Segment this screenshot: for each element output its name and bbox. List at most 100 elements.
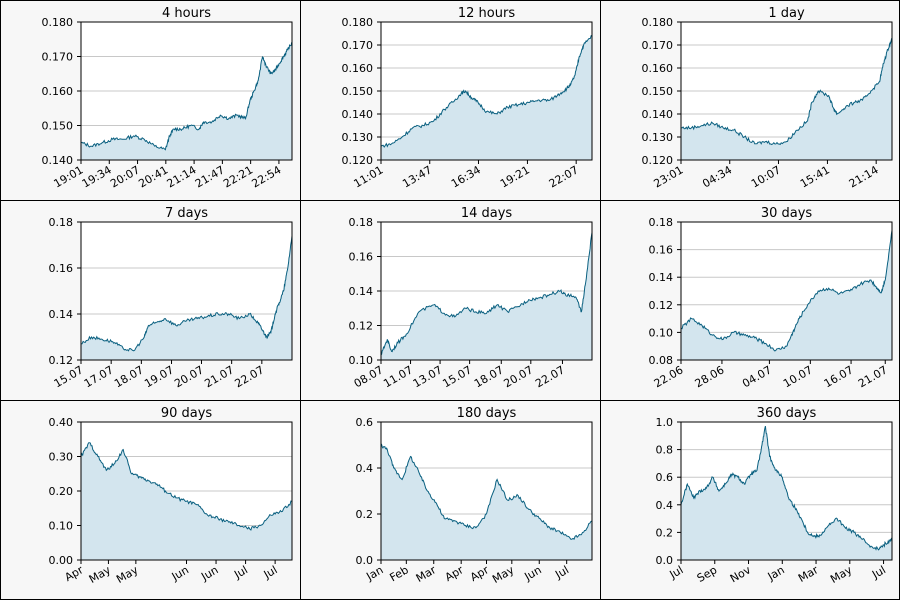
y-tick-label: 0.16 xyxy=(49,262,74,275)
y-tick-label: 0.150 xyxy=(42,120,74,133)
x-tick-label: 28.06 xyxy=(693,363,727,390)
x-tick-label: Nov xyxy=(728,563,754,585)
x-tick-label: 15.07 xyxy=(440,363,474,390)
series-area xyxy=(381,232,592,360)
y-tick-label: 0.170 xyxy=(342,39,374,52)
series-area xyxy=(81,235,292,360)
series-line xyxy=(380,443,593,540)
series-area xyxy=(81,42,292,161)
y-tick-label: 1.0 xyxy=(656,416,674,429)
x-tick-label: Mar xyxy=(414,563,439,585)
x-tick-label: 15:41 xyxy=(798,163,832,190)
y-tick-label: 0.130 xyxy=(642,131,674,144)
y-tick-label: 0.0 xyxy=(356,554,374,567)
chart-title: 1 day xyxy=(768,6,805,21)
y-tick-label: 0.140 xyxy=(342,108,374,121)
y-tick-label: 0.14 xyxy=(649,271,674,284)
x-tick-label: 15.07 xyxy=(52,363,86,390)
x-tick-label: May xyxy=(490,563,517,586)
chart-title: 180 days xyxy=(457,406,517,421)
x-tick-label: 22.07 xyxy=(533,363,567,390)
x-tick-label: 21:47 xyxy=(193,163,227,190)
y-tick-label: 0.00 xyxy=(49,554,74,567)
x-tick-label: 08.07 xyxy=(352,363,386,390)
x-tick-label: 18.07 xyxy=(472,363,506,390)
x-tick-label: Jul xyxy=(261,563,280,581)
series-line xyxy=(680,425,893,551)
y-tick-label: 0.18 xyxy=(649,216,674,229)
plot-frame xyxy=(380,221,593,361)
y-tick-label: 0.2 xyxy=(356,508,374,521)
x-tick-label: Jan xyxy=(765,563,787,583)
plot-frame xyxy=(380,21,593,161)
chart-panel: 90 days 0.00 0.10 0.20 0.30 0.40 Apr May May Jun J… xyxy=(0,400,301,600)
x-tick-label: 16.07 xyxy=(822,363,856,390)
x-tick-label: 21:14 xyxy=(165,163,199,190)
y-tick-label: 0.6 xyxy=(656,471,674,484)
x-tick-label: Jun xyxy=(169,563,191,583)
y-tick-label: 0.16 xyxy=(349,251,374,264)
chart-title: 12 hours xyxy=(458,6,515,21)
x-tick-label: 22:21 xyxy=(221,163,255,190)
x-tick-label: 13:47 xyxy=(400,163,434,190)
series-area xyxy=(681,38,892,160)
y-tick-label: 0.120 xyxy=(642,154,674,167)
series-area xyxy=(681,426,892,560)
x-tick-label: 22:54 xyxy=(249,163,283,190)
chart-svg: 360 days 0.0 0.2 0.4 0.6 0.8 1.0 Jul Sep Nov Jan Ma… xyxy=(656,406,893,586)
chart-svg: 7 days 0.12 0.14 0.16 0.18 15.0717.0718.0719.… xyxy=(49,206,293,390)
chart-panel: 14 days 0.10 0.12 0.14 0.16 0.18 08.07 11.07 13.… xyxy=(300,200,601,401)
x-tick-label: 22:07 xyxy=(547,163,581,190)
x-tick-label: Sep xyxy=(695,563,719,585)
chart-panel: 1 day 0.120 0.130 0.140 0.150 0.160 0.170 0.180… xyxy=(600,0,900,201)
y-tick-label: 0.14 xyxy=(49,308,74,321)
x-tick-label: May xyxy=(114,563,141,586)
y-tick-label: 0.12 xyxy=(349,320,374,333)
y-tick-label: 0.10 xyxy=(649,326,674,339)
x-tick-label: 17.07 xyxy=(82,363,116,390)
chart-title: 360 days xyxy=(757,406,817,421)
x-tick-label: 20.07 xyxy=(502,363,536,390)
x-tick-label: Jul xyxy=(552,563,571,581)
y-tick-label: 0.10 xyxy=(349,354,374,367)
x-tick-label: 20.07 xyxy=(172,363,206,390)
plot-frame xyxy=(680,421,893,561)
x-tick-label: 13.07 xyxy=(411,363,445,390)
chart-title: 14 days xyxy=(461,206,513,221)
y-tick-label: 0.160 xyxy=(342,62,374,75)
y-tick-label: 0.18 xyxy=(49,216,74,229)
x-tick-label: 11.07 xyxy=(381,363,415,390)
y-tick-label: 0.20 xyxy=(49,485,74,498)
chart-svg: 12 hours 0.120 0.130 0.140 0.150 0.160 0.170 0.… xyxy=(342,6,593,190)
x-tick-label: Apr xyxy=(443,563,466,584)
x-tick-label: Mar xyxy=(796,563,821,585)
y-tick-label: 0.4 xyxy=(656,499,674,512)
y-tick-label: 0.12 xyxy=(49,354,74,367)
chart-title: 7 days xyxy=(165,206,208,221)
y-tick-label: 0.14 xyxy=(349,285,374,298)
series-line xyxy=(80,42,293,151)
chart-panel: 12 hours 0.120 0.130 0.140 0.150 0.160 0.170 0.… xyxy=(300,0,601,201)
x-tick-label: 11:01 xyxy=(352,163,386,190)
chart-svg: 4 hours 0.140 0.150 0.160 0.170 0.180 19:0119:… xyxy=(42,6,293,190)
chart-panel: 360 days 0.0 0.2 0.4 0.6 0.8 1.0 Jul Sep Nov Jan Ma… xyxy=(600,400,900,600)
x-tick-label: 04.07 xyxy=(740,363,774,390)
x-tick-label: 22.07 xyxy=(233,363,267,390)
chart-panel: 30 days 0.08 0.10 0.12 0.14 0.16 0.18 22.06 28.0… xyxy=(600,200,900,401)
x-tick-label: 21.07 xyxy=(202,363,236,390)
chart-panel: 180 days 0.0 0.2 0.4 0.6 Jan Feb Mar Apr Apr May Ju… xyxy=(300,400,601,600)
y-tick-label: 0.30 xyxy=(49,451,74,464)
x-tick-label: Feb xyxy=(387,563,410,584)
x-tick-label: 21:14 xyxy=(847,163,881,190)
y-tick-label: 0.6 xyxy=(356,416,374,429)
x-tick-label: May xyxy=(87,563,114,586)
x-tick-label: Apr xyxy=(468,563,491,584)
series-line xyxy=(380,232,593,356)
y-tick-label: 0.10 xyxy=(49,520,74,533)
x-tick-label: 16:34 xyxy=(449,163,483,190)
y-tick-label: 0.16 xyxy=(649,244,674,257)
series-area xyxy=(381,35,592,160)
x-tick-label: 10:07 xyxy=(749,163,783,190)
series-line xyxy=(80,235,293,352)
